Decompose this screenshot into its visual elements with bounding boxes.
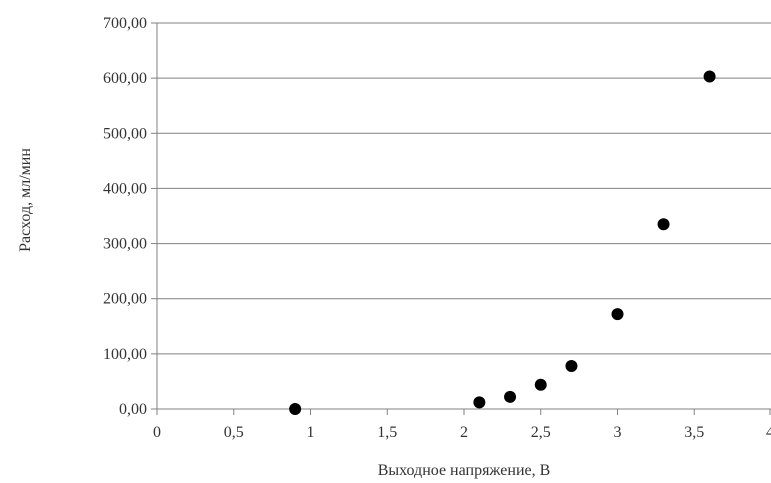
data-point — [534, 378, 547, 391]
data-points — [289, 70, 716, 415]
y-tick-label: 700,00 — [103, 15, 147, 32]
y-tick-label: 600,00 — [103, 70, 147, 87]
data-point — [504, 390, 517, 403]
x-tick-label: 2 — [460, 424, 468, 441]
x-axis: 0 0,5 1 1,5 2 2,5 3 3,5 4 — [153, 408, 771, 441]
x-tick-label: 0 — [153, 424, 161, 441]
y-tick-label: 400,00 — [103, 180, 147, 197]
y-tick-label: 200,00 — [103, 291, 147, 308]
y-tick-label: 500,00 — [103, 125, 147, 142]
data-point — [565, 359, 578, 372]
y-axis-title: Расход, мл/мин — [17, 148, 34, 252]
x-tick-label: 1 — [307, 424, 315, 441]
x-axis-title: Выходное напряжение, В — [378, 462, 551, 479]
y-tick-label: 0,00 — [119, 401, 147, 418]
gridlines — [157, 22, 771, 355]
data-point — [657, 218, 670, 231]
data-point — [289, 403, 302, 415]
data-point — [611, 308, 624, 321]
x-tick-label: 3 — [614, 424, 622, 441]
x-tick-label: 4 — [766, 424, 771, 441]
x-tick-label: 2,5 — [531, 424, 551, 441]
y-axis: 0,00 100,00 200,00 300,00 400,00 500,00 600,00… — [103, 15, 158, 418]
y-tick-label: 100,00 — [103, 346, 147, 363]
x-tick-label: 1,5 — [377, 424, 397, 441]
data-point — [703, 70, 716, 83]
x-tick-label: 3,5 — [684, 424, 704, 441]
data-point — [473, 396, 486, 409]
y-tick-label: 300,00 — [103, 236, 147, 253]
x-tick-label: 0,5 — [224, 424, 244, 441]
